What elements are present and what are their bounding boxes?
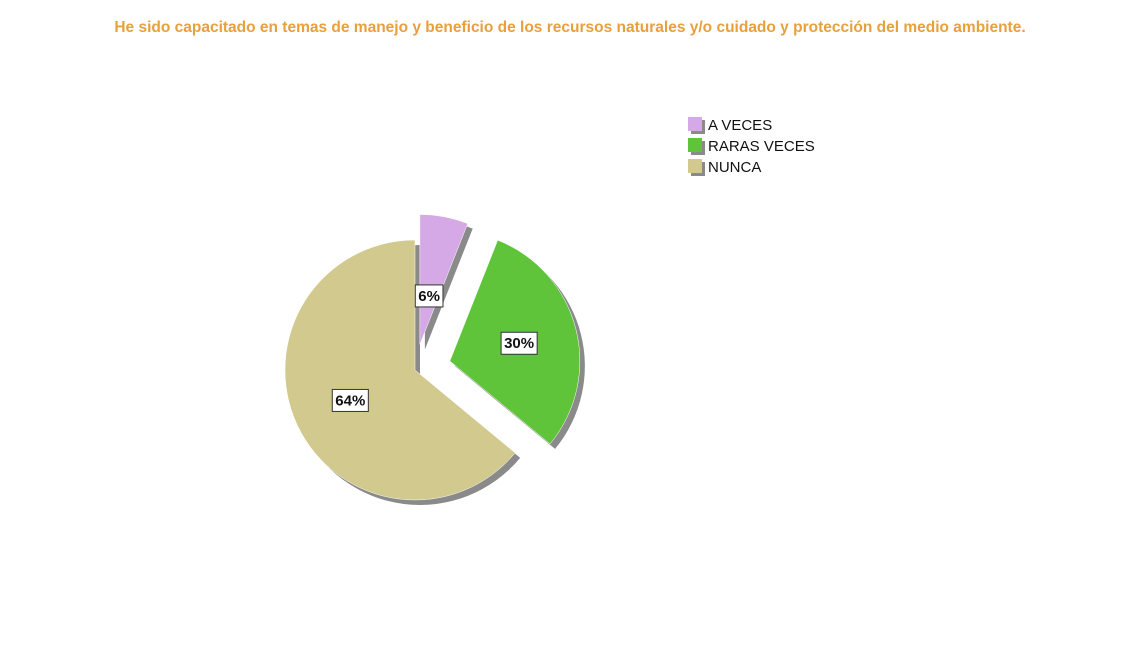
data-label-box — [331, 388, 369, 412]
data-label: 64% — [331, 388, 369, 412]
legend-label: RARAS VECES — [708, 138, 815, 155]
data-label: 6% — [414, 284, 444, 308]
data-label-box — [500, 331, 538, 355]
legend-swatch — [688, 117, 702, 131]
data-label: 30% — [500, 331, 538, 355]
chart-title: He sido capacitado en temas de manejo y … — [114, 19, 1025, 36]
legend-label: A VECES — [708, 117, 772, 134]
slice — [284, 239, 516, 501]
data-label-box — [414, 284, 444, 308]
legend-label: NUNCA — [708, 159, 761, 176]
data-label-text: 6% — [418, 288, 440, 305]
slice — [419, 214, 469, 345]
data-label-text: 64% — [335, 392, 365, 409]
legend-swatch — [688, 159, 702, 173]
legend-swatch — [688, 138, 702, 152]
data-label-text: 30% — [504, 335, 534, 352]
